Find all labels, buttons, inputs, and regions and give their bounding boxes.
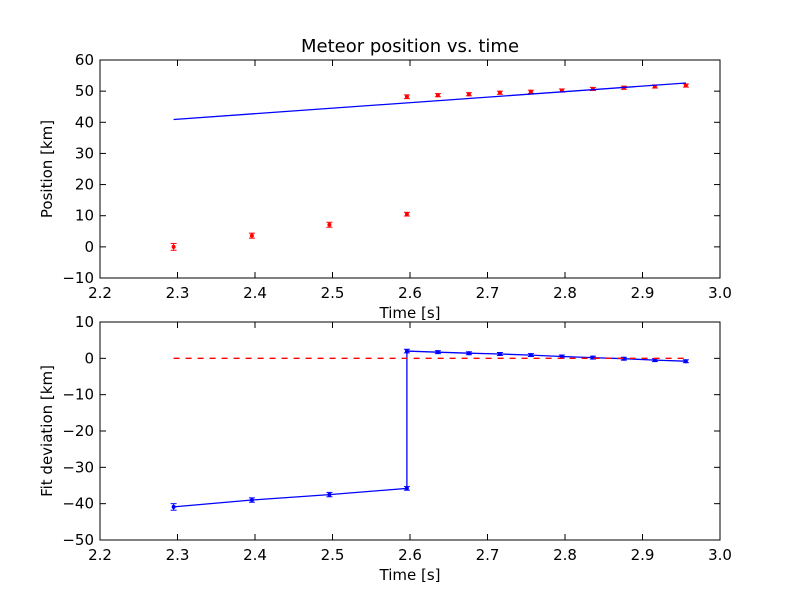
y-tick-label: −10 [62, 386, 94, 404]
y-tick-label: −50 [62, 531, 94, 549]
x-tick-label: 2.7 [476, 546, 500, 564]
x-tick-label: 2.8 [553, 284, 577, 302]
y-tick-label: 0 [84, 238, 94, 256]
x-tick-label: 2.5 [321, 284, 345, 302]
x-tick-label: 2.3 [166, 546, 190, 564]
data-point [683, 83, 688, 88]
data-point [497, 351, 502, 356]
data-point [249, 233, 254, 238]
x-tick-label: 2.2 [88, 546, 112, 564]
x-tick-label: 2.7 [476, 284, 500, 302]
position-chart-ticks: 2.2 2.3 2.4 2.5 2.6 2.7 2.8 2.9 3.0 −10 0 10 20 30 40 5… [62, 51, 732, 302]
data-point [497, 90, 502, 95]
series-line [173, 82, 686, 121]
y-tick-label: −40 [62, 495, 94, 513]
data-point [327, 492, 332, 497]
x-tick-label: 2.5 [321, 546, 345, 564]
x-tick-label: 2.3 [166, 284, 190, 302]
y-tick-label: 0 [84, 349, 94, 367]
data-point [327, 222, 332, 227]
position-chart-data [170, 82, 689, 251]
data-point [435, 93, 440, 98]
x-axis-label: Time [s] [379, 566, 441, 584]
y-tick-label: 40 [75, 113, 94, 131]
y-tick-label: 10 [75, 313, 94, 331]
x-tick-label: 2.6 [398, 546, 422, 564]
data-point [466, 351, 471, 356]
data-point [435, 350, 440, 355]
data-point [652, 358, 657, 363]
data-point [466, 92, 471, 97]
data-point [590, 355, 595, 360]
data-point [404, 349, 409, 354]
data-point [404, 94, 409, 99]
y-tick-label: 10 [75, 207, 94, 225]
data-point [171, 504, 176, 509]
data-point [528, 89, 533, 94]
y-tick-label: −20 [62, 422, 94, 440]
x-tick-label: 2.8 [553, 546, 577, 564]
data-point [171, 244, 176, 249]
data-point [404, 486, 409, 491]
x-tick-label: 3.0 [708, 546, 732, 564]
deviation-chart-data [170, 348, 689, 511]
x-tick-label: 2.6 [398, 284, 422, 302]
y-tick-label: 50 [75, 82, 94, 100]
y-tick-label: 60 [75, 51, 94, 69]
y-tick-label: 20 [75, 176, 94, 194]
y-tick-label: −10 [62, 269, 94, 287]
data-point [559, 354, 564, 359]
x-tick-label: 2.2 [88, 284, 112, 302]
y-tick-label: 30 [75, 144, 94, 162]
data-point [683, 359, 688, 364]
position-chart: Meteor position vs. time 2.2 2.3 2.4 2.5 2.6… [38, 36, 732, 322]
deviation-chart-ticks: 2.2 2.3 2.4 2.5 2.6 2.7 2.8 2.9 3.0 −50 −40 −30 −20 −… [62, 313, 732, 564]
x-tick-label: 2.4 [243, 546, 267, 564]
chart-title: Meteor position vs. time [301, 36, 519, 57]
data-point [404, 212, 409, 217]
data-point [528, 353, 533, 358]
x-tick-label: 2.9 [631, 546, 655, 564]
x-tick-label: 2.9 [631, 284, 655, 302]
x-tick-label: 2.4 [243, 284, 267, 302]
y-axis-label: Position [km] [38, 120, 56, 218]
deviation-chart: 2.2 2.3 2.4 2.5 2.6 2.7 2.8 2.9 3.0 −50 −40 −30 −20 −… [38, 313, 732, 584]
x-axis-label: Time [s] [379, 304, 441, 322]
y-axis-label: Fit deviation [km] [38, 365, 56, 497]
y-tick-label: −30 [62, 458, 94, 476]
x-tick-label: 3.0 [708, 284, 732, 302]
data-point [249, 498, 254, 503]
